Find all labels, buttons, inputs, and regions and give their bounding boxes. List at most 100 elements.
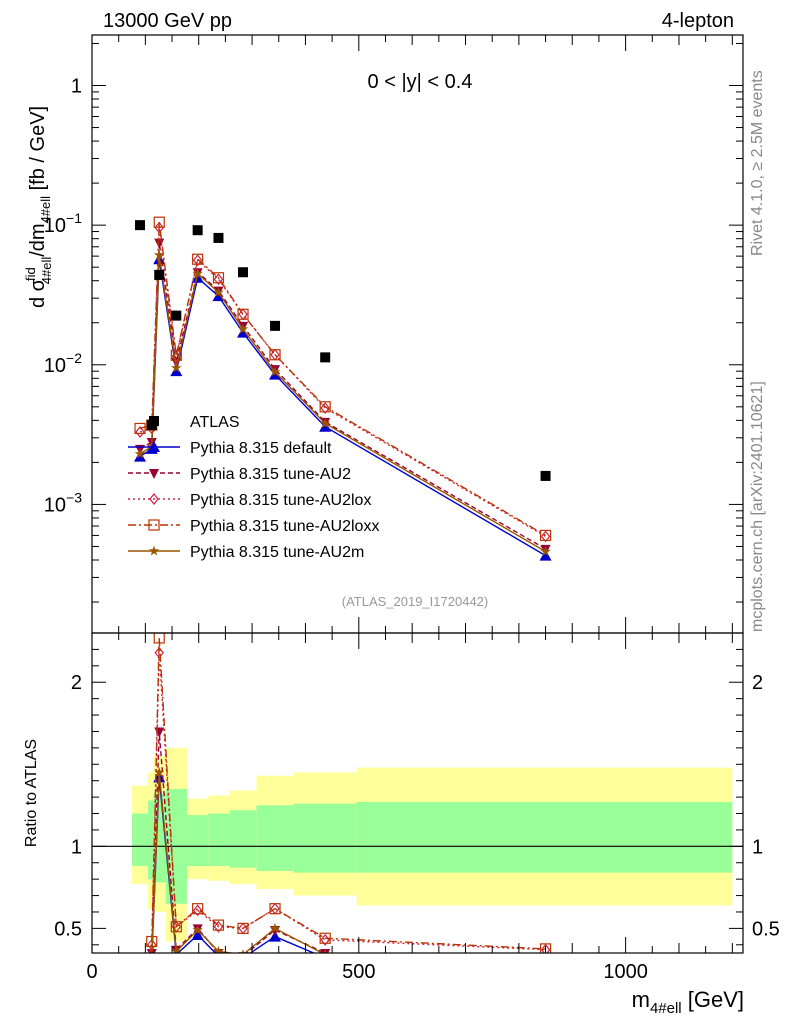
analysis-watermark: (ATLAS_2019_I1720442) [342, 594, 488, 609]
ratio-series-point [320, 949, 331, 953]
ratio-ytick-label: 0.5 [54, 918, 82, 940]
series-point [192, 253, 204, 265]
ratio-ytick-label-right: 0.5 [752, 918, 780, 940]
atlas-data-point [320, 352, 331, 363]
series-point [213, 286, 224, 297]
ratio-series-point [154, 767, 165, 777]
atlas-data-point [238, 267, 249, 278]
ratio-bands [92, 747, 743, 942]
ytick-base: 10 [44, 215, 66, 237]
series-line [139, 222, 546, 537]
ytick-base: 10 [44, 355, 66, 377]
ratio-series-point [134, 1001, 146, 1012]
ratio-series-point [319, 932, 331, 944]
series-point [269, 366, 281, 377]
series-point [237, 326, 250, 338]
series-point [539, 549, 552, 561]
series-point [320, 418, 331, 428]
atlas-data-point [171, 310, 182, 321]
header-left-label: 13000 GeV pp [103, 10, 232, 32]
series-point [170, 349, 182, 361]
ratio-series-point [191, 928, 204, 940]
series-line [139, 227, 546, 538]
series-point [539, 529, 552, 541]
ylabel-unit: [fb / GeV] [27, 106, 49, 196]
ratio-series-point [213, 945, 224, 953]
ratio-axes: 0.5 0.5 1 1 2 2 0 500 1000 [54, 633, 780, 983]
legend-marker-atlas [149, 416, 159, 426]
ratio-series-point [192, 903, 204, 915]
rivet-version-label: Rivet 4.1.0, ≥ 2.5M events [749, 70, 766, 256]
legend-label-atlas: ATLAS [190, 414, 240, 431]
ratio-series-line [148, 637, 546, 953]
series-point [154, 249, 165, 260]
mcplots-label: mcplots.cern.ch [arXiv:2401.10621] [749, 381, 766, 632]
series-point [134, 422, 146, 435]
legend-label: Pythia 8.315 tune-AU2 [190, 466, 351, 483]
ratio-series-point [135, 1000, 145, 1010]
ylabel-sub2: 4#ell [38, 196, 53, 224]
ratio-ytick-label-right: 1 [752, 836, 763, 858]
ratio-series-point [192, 904, 203, 917]
legend-label: Pythia 8.315 default [190, 440, 332, 457]
legend-marker [149, 469, 159, 479]
legend-label: Pythia 8.315 tune-AU2m [190, 544, 364, 561]
main-title: 0 < |y| < 0.4 [368, 71, 473, 93]
ratio-band-green [293, 803, 357, 873]
header-right-label: 4-lepton [662, 10, 734, 32]
ratio-xtick-label: 0 [86, 961, 97, 983]
series-point [237, 323, 249, 334]
series-point [154, 238, 165, 249]
ratio-series-point [153, 633, 165, 644]
series-point [320, 402, 330, 415]
atlas-data-point [154, 269, 165, 280]
ytick-exp: −1 [66, 210, 82, 226]
main-ytick-label: 1 [71, 76, 82, 98]
ratio-ytick-label: 1 [71, 836, 82, 858]
ytick-exp: −3 [66, 489, 82, 505]
ratio-series-point [136, 1000, 144, 1010]
ratio-series-point [213, 920, 224, 933]
series-point [171, 362, 182, 373]
ratio-band-green [229, 810, 257, 868]
atlas-data-point [135, 220, 146, 231]
ytick-base: 1 [71, 76, 82, 98]
series-point [540, 546, 551, 556]
ratio-series-point [135, 1002, 145, 1012]
atlas-data-point [270, 320, 281, 331]
ratio-series-point [151, 950, 153, 953]
ratio-series-point [540, 957, 551, 967]
ratio-band-green [132, 813, 149, 867]
legend-label: Pythia 8.315 tune-AU2lox [190, 492, 371, 509]
ratio-series-point [539, 943, 552, 953]
main-axes: 110−110−210−3 [44, 35, 743, 633]
series-line [139, 254, 546, 553]
ratio-series-point [192, 924, 203, 935]
atlas-data-point [213, 232, 224, 243]
legend: ATLAS Pythia 8.315 default Pythia 8.315 tu… [128, 414, 379, 561]
ratio-series-point [238, 952, 249, 953]
ratio-band-green [256, 805, 294, 871]
series-point [192, 268, 203, 278]
ratio-series-line [151, 772, 324, 953]
main-series-group [134, 216, 552, 561]
ratio-band-green [186, 815, 209, 867]
series-point [153, 216, 165, 228]
xlabel-unit: [GeV] [682, 987, 744, 1012]
legend-label: Pythia 8.315 tune-AU2loxx [190, 518, 379, 535]
series-point [540, 530, 551, 543]
ratio-series-group [134, 633, 552, 1012]
ylabel-fid: fid [23, 267, 38, 281]
series-point [170, 365, 183, 377]
series-point [134, 448, 146, 459]
ratio-series-point [269, 930, 282, 942]
ratio-ytick-label: 2 [71, 672, 82, 694]
ratio-series-point [541, 957, 551, 967]
ylabel-sub: 4#ell [39, 257, 54, 285]
atlas-data-point [540, 470, 551, 481]
ratio-series-point [269, 903, 281, 915]
ylabel-mid: /dm [27, 223, 49, 256]
ratio-ylabel: Ratio to ATLAS [23, 739, 40, 847]
ratio-band-green [208, 813, 230, 867]
